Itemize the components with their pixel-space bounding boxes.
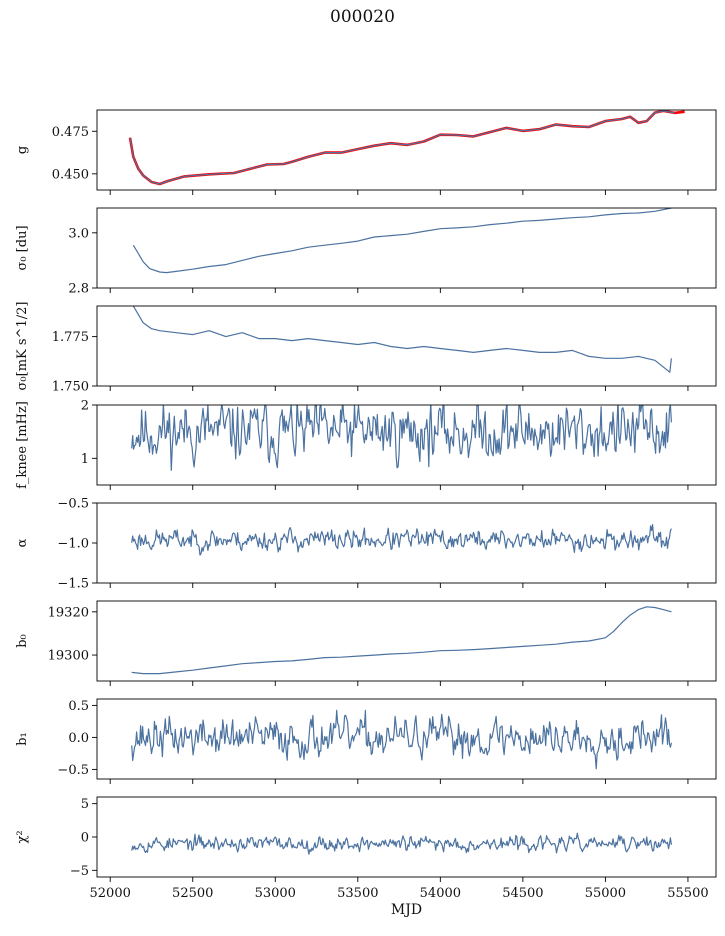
series-line-4-1 [131,405,672,471]
y-axis-label-7: b₁ [15,732,30,746]
y-axis-label-3: σ₀[mK s^1/2] [15,302,30,391]
y-axis-label-8: χ² [15,830,30,843]
y-axis-label-5: α [15,538,30,547]
y-tick-label: 0.450 [52,167,89,182]
y-tick-label: −5 [70,864,89,879]
axes-frame [96,109,717,191]
axes-frame [96,305,717,387]
x-axis-label: MJD [391,902,422,918]
series-line-3-1 [132,306,672,373]
x-tick-label: 52000 [90,886,131,901]
y-axis-label-6: b₀ [15,634,30,648]
axes-frame [96,404,717,486]
y-tick-label: 0.0 [68,731,89,746]
series-line-1-2 [129,110,675,185]
subplot-5: −1.5 −1.0 −0.5 α [15,497,717,592]
x-tick-label: 53500 [337,886,378,901]
y-tick-label: 0.5 [68,699,89,714]
y-tick-label: 19320 [48,605,89,620]
subplot-8: −5 0 5 52000 52500 53000 53500 54000 54500 55000 5… [15,796,717,918]
x-tick-label: 55000 [585,886,626,901]
series-line-2-1 [132,208,672,274]
x-tick-label: 54500 [502,886,543,901]
y-tick-label: 19300 [48,649,89,664]
y-tick-label: 0 [81,831,89,846]
figure-title: 000020 [330,7,395,27]
subplot-4: 1 2 f_knee [mHz] [15,399,717,490]
series-line-1-1 [128,110,685,186]
x-tick-label: 54000 [420,886,461,901]
axes-frame [96,796,717,878]
y-tick-label: 1.775 [52,330,89,345]
y-tick-label: −0.5 [57,497,89,512]
y-tick-label: −0.5 [57,763,89,778]
subplot-1: 0.450 0.475 g [15,109,717,195]
axes-frame [96,207,717,289]
x-tick-label: 55500 [667,886,708,901]
subplot-6: 19300 19320 b₀ [15,600,717,686]
y-tick-label: 0.475 [52,125,89,140]
y-axis-label-1: g [15,146,30,154]
axes-frame [96,502,717,584]
y-tick-label: 1 [81,452,89,467]
subplot-3: 1.750 1.775 σ₀[mK s^1/2] [15,302,717,395]
y-tick-label: 1.750 [52,380,89,395]
axes-frame [96,698,717,780]
subplot-7: −0.5 0.0 0.5 b₁ [15,698,717,784]
series-line-7-1 [131,709,672,770]
x-tick-label: 53000 [255,886,296,901]
y-axis-label-4: f_knee [mHz] [15,401,30,489]
y-tick-label: 2.8 [68,282,89,297]
y-tick-label: 3.0 [68,226,89,241]
y-tick-label: −1.0 [57,537,89,552]
subplot-2: 2.8 3.0 σ₀ [du] [15,207,717,297]
y-tick-label: 5 [81,797,89,812]
y-tick-label: −1.5 [57,577,89,592]
series-line-8-1 [131,832,672,855]
series-line-6-1 [131,606,672,675]
x-tick-label: 52500 [172,886,213,901]
series-line-5-1 [131,524,672,556]
y-axis-label-2: σ₀ [du] [15,225,30,270]
y-tick-label: 2 [81,399,89,414]
axes-frame [96,600,717,682]
